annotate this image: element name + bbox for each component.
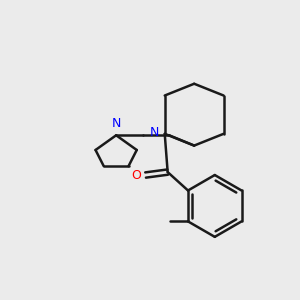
Text: N: N xyxy=(112,117,121,130)
Text: N: N xyxy=(150,126,159,139)
Text: O: O xyxy=(131,169,141,182)
